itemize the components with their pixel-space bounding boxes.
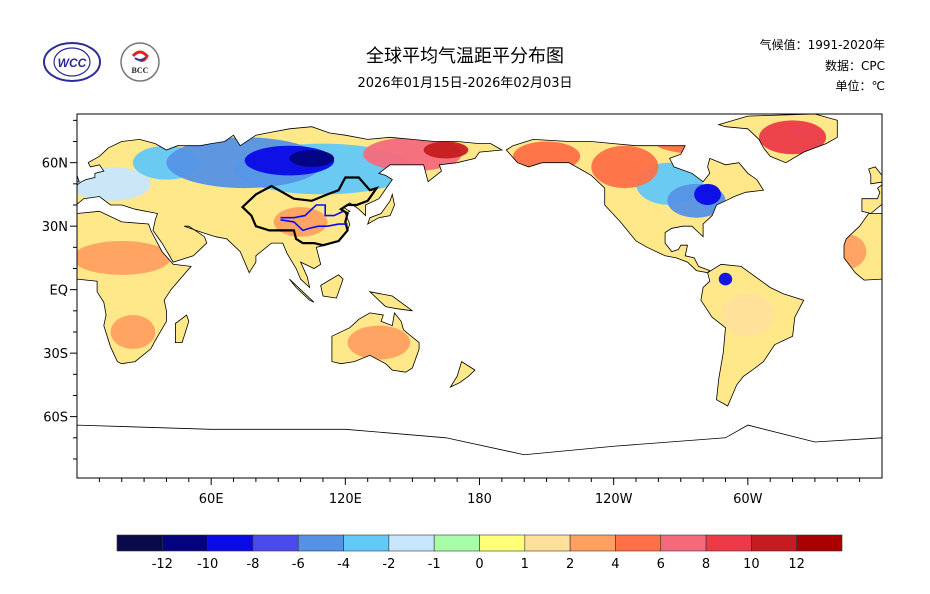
land-newguinea: [369, 291, 413, 311]
lat-label: EQ: [50, 284, 68, 299]
anomaly-region: [718, 272, 733, 286]
colorbar-swatch: [297, 534, 344, 552]
colorbar-swatch: [252, 534, 299, 552]
coastline-samerica: [700, 263, 805, 407]
lat-label: 60N: [42, 157, 68, 172]
anomaly-region: [591, 145, 659, 189]
colorbar-swatch: [343, 534, 390, 552]
colorbar-swatch: [660, 534, 707, 552]
colorbar-label: 6: [657, 557, 665, 572]
colorbar-swatch: [796, 534, 843, 552]
coastline-eurasia: [77, 126, 504, 289]
coastline-uk: [868, 166, 882, 185]
land-japan: [367, 194, 395, 224]
colorbar-swatch: [433, 534, 480, 552]
colorbar-swatch: [116, 534, 163, 552]
coastline-borneo: [320, 274, 344, 299]
coastline-sumatra: [289, 278, 315, 303]
lon-label: 60W: [733, 492, 763, 507]
colorbar-swatch: [705, 534, 752, 552]
anomaly-region: [273, 207, 328, 237]
colorbar-label: -4: [337, 557, 350, 572]
colorbar-label: 1: [521, 557, 529, 572]
land-namerica: [506, 139, 764, 273]
wcc-logo: WCC: [43, 42, 101, 82]
coastline-greenland: [0, 114, 32, 163]
river: [280, 219, 348, 232]
anomaly-region: [694, 183, 721, 206]
colorbar-label: 8: [702, 557, 710, 572]
lon-label: 180: [467, 492, 492, 507]
colorbar-swatch: [569, 534, 616, 552]
anomaly-region: [110, 315, 156, 349]
colorbar-label: 10: [743, 557, 760, 572]
river: [280, 204, 344, 219]
land-greenland: [0, 114, 32, 163]
coastline-japan: [366, 192, 395, 225]
coastline-africa: [77, 210, 192, 365]
svg-text:WCC: WCC: [58, 56, 87, 70]
anomaly-region: [289, 149, 335, 167]
coastline-antarctica: [77, 424, 882, 478]
land-uk: [868, 166, 882, 184]
lon-label: 120W: [595, 492, 633, 507]
colorbar-label: -8: [246, 557, 259, 572]
colorbar-label: -10: [197, 557, 218, 572]
coastline-greenland: [717, 114, 838, 164]
land-nz: [450, 361, 475, 387]
colorbar-swatch: [479, 534, 526, 552]
chart-title: 全球平均气温距平分布图: [366, 46, 564, 67]
coastline-namerica: [505, 138, 765, 274]
colorbar-label: -2: [382, 557, 395, 572]
colorbar-swatch: [751, 534, 797, 552]
svg-text:BCC: BCC: [132, 66, 149, 75]
colorbar-label: 0: [475, 557, 483, 572]
anomaly-region: [759, 120, 827, 155]
lat-label: 30S: [43, 347, 68, 362]
colorbar-label: -6: [292, 557, 305, 572]
coastline-newguinea: [368, 291, 413, 312]
colorbar-label: -1: [428, 557, 441, 572]
china-border: [240, 176, 380, 247]
climatology-label: 气候值：1991-2020年: [759, 38, 885, 52]
data-source-label: 数据：CPC: [825, 59, 885, 73]
land-eurasia: [861, 184, 882, 214]
land-madagascar: [175, 315, 189, 343]
lat-label: 60S: [43, 411, 68, 426]
unit-label: 单位：℃: [835, 79, 885, 93]
anomaly-region: [721, 293, 775, 337]
bcc-logo: BCC: [120, 42, 160, 82]
lon-label: 60E: [199, 492, 224, 507]
coastline-uk: [77, 174, 80, 183]
colorbar-swatch: [524, 534, 571, 552]
colorbar-label: -12: [152, 557, 173, 572]
colorbar-swatch: [207, 534, 254, 552]
map-area: [0, 114, 882, 478]
coastline-madagascar: [175, 314, 190, 343]
land-borneo: [320, 274, 344, 299]
colorbar-label: 2: [566, 557, 574, 572]
anomaly-region: [347, 325, 411, 360]
colorbar: -12 -10 -8 -6 -4 -2 -1 0 1 2 4 6 8 10 12: [116, 534, 843, 572]
colorbar-label: 4: [611, 557, 619, 572]
date-range: 2026年01月15日-2026年02月03日: [357, 76, 573, 91]
lat-label: 30N: [42, 220, 68, 235]
colorbar-label: 12: [788, 557, 805, 572]
lon-label: 120E: [329, 492, 362, 507]
colorbar-swatch: [162, 534, 208, 552]
colorbar-swatch: [615, 534, 662, 552]
coastline-nz: [449, 360, 476, 388]
anomaly-region: [423, 141, 469, 159]
colorbar-swatch: [388, 534, 435, 552]
coastline-australia: [331, 311, 420, 373]
anomaly-region: [77, 240, 171, 275]
